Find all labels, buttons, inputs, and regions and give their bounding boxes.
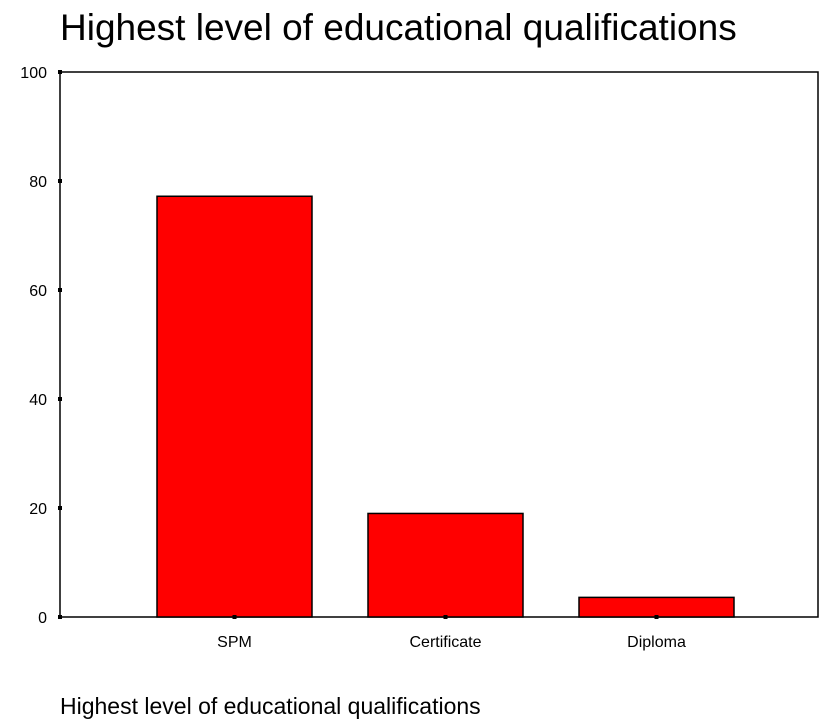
x-axis-label: Highest level of educational qualificati… (60, 693, 481, 719)
x-tick-mark (232, 615, 237, 619)
y-tick-mark (58, 70, 62, 74)
chart-title: Highest level of educational qualificati… (60, 7, 737, 48)
y-tick-label: 0 (38, 610, 47, 627)
bar-spm (156, 195, 313, 618)
bars-group (156, 195, 735, 618)
y-tick-mark (58, 615, 62, 619)
x-tick-mark (654, 615, 659, 619)
x-tick-label-certificate: Certificate (409, 634, 481, 651)
y-tick-mark (58, 288, 62, 292)
y-tick-mark (58, 179, 62, 183)
x-tick-label-spm: SPM (217, 634, 252, 651)
y-axis: 0 20 40 60 80 100 (20, 65, 62, 627)
y-tick-label: 40 (29, 392, 47, 409)
y-tick-label: 20 (29, 501, 47, 518)
bar-certificate (367, 512, 524, 618)
y-tick-label: 100 (20, 65, 47, 82)
x-axis: SPM Certificate Diploma (217, 615, 686, 651)
bar-diploma (578, 596, 735, 618)
y-tick-mark (58, 397, 62, 401)
y-tick-label: 80 (29, 174, 47, 191)
y-tick-mark (58, 506, 62, 510)
x-tick-mark (443, 615, 448, 619)
y-tick-label: 60 (29, 283, 47, 300)
x-tick-label-diploma: Diploma (627, 634, 686, 651)
